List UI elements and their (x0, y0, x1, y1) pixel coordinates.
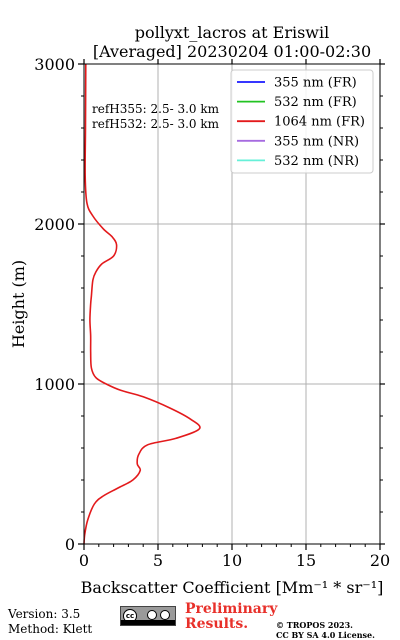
legend-entry-label: 355 nm (NR) (274, 134, 359, 149)
copyright-line-1: © TROPOS 2023. (276, 620, 353, 630)
x-tick-label: 15 (296, 551, 316, 570)
sa-icon (160, 610, 170, 620)
x-tick-label: 20 (370, 551, 390, 570)
x-axis-label: Backscatter Coefficient [Mm⁻¹ * sr⁻¹] (81, 578, 384, 597)
series-line-1064nm-fr (83, 63, 201, 545)
x-tick-label: 5 (153, 551, 163, 570)
copyright-note: © TROPOS 2023. CC BY SA 4.0 License. (276, 620, 375, 640)
legend-entry-label: 355 nm (FR) (274, 76, 357, 91)
legend-entry-label: 532 nm (NR) (274, 154, 359, 169)
backscatter-chart: pollyxt_lacros at Eriswil [Averaged] 202… (9, 23, 390, 597)
method-text: Method: Klett (8, 622, 93, 636)
legend-box (230, 69, 374, 174)
y-tick-label: 3000 (34, 55, 75, 74)
y-tick-label: 0 (65, 535, 75, 554)
ref-height-annotation: refH532: 2.5- 3.0 km (92, 117, 220, 131)
ref-height-annotation: refH355: 2.5- 3.0 km (92, 102, 220, 116)
y-tick-label: 1000 (34, 375, 75, 394)
x-tick-label: 0 (79, 551, 89, 570)
ticks: 0 5 10 15 20 0 1000 2000 3000 (34, 55, 390, 570)
cc-license-badge: cc (120, 606, 176, 626)
version-info: Version: 3.5 Method: Klett (8, 607, 92, 637)
version-text: Version: 3.5 (8, 607, 81, 621)
by-icon (147, 610, 157, 620)
cc-badge-bar (121, 620, 175, 625)
preliminary-line-2: Results. (185, 616, 249, 632)
preliminary-results-note: Preliminary Results. (185, 602, 277, 632)
preliminary-line-1: Preliminary (185, 601, 278, 617)
copyright-line-2: CC BY SA 4.0 License. (276, 630, 375, 640)
series-layer (83, 63, 201, 545)
legend-entry-label: 1064 nm (FR) (274, 115, 365, 130)
chart-title-line-2: [Averaged] 20230204 01:00-02:30 (93, 42, 371, 61)
legend: 355 nm (FR) 532 nm (FR) 1064 nm (FR) 355 nm… (230, 69, 374, 174)
y-tick-label: 2000 (34, 215, 75, 234)
y-axis-label: Height (m) (9, 260, 28, 348)
x-tick-label: 10 (222, 551, 242, 570)
legend-entry-label: 532 nm (FR) (274, 95, 357, 110)
chart-title-line-1: pollyxt_lacros at Eriswil (135, 23, 329, 42)
